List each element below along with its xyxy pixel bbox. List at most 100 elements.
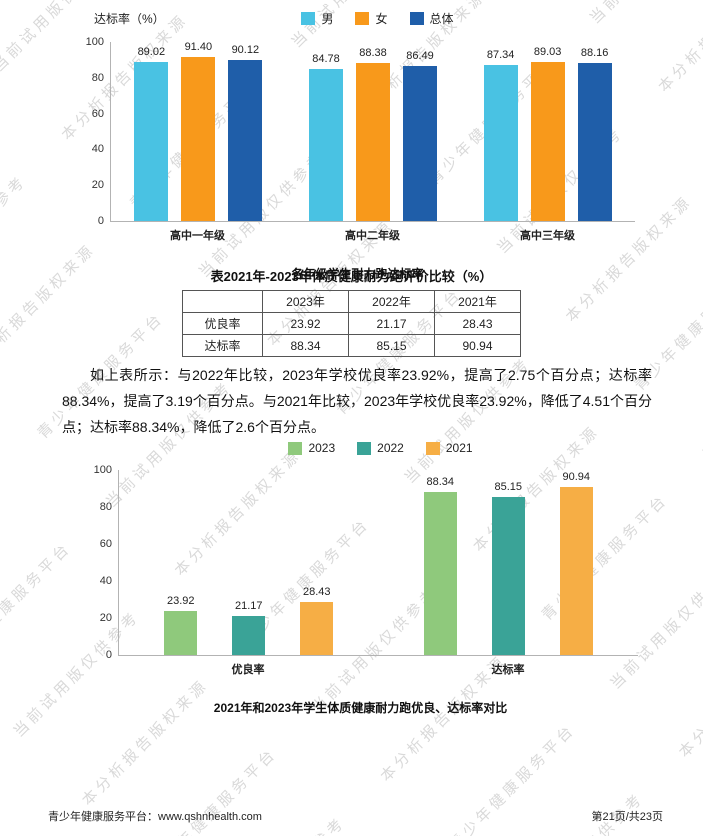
year-comparison-chart: 2023 2022 2021 100 80 60 40 20 — [78, 438, 643, 716]
table-row: 优良率 23.92 21.17 28.43 — [182, 312, 521, 335]
bar-value: 28.43 — [302, 586, 331, 599]
bar-male-grade1: 89.02 — [134, 46, 169, 221]
cell: 90.94 — [434, 334, 521, 357]
category-label: 高中一年级 — [170, 230, 225, 242]
bar-female-grade2: 88.38 — [355, 47, 390, 221]
legend-label: 男 — [321, 11, 334, 26]
header-2021: 2021年 — [434, 290, 521, 313]
bar-2022-pass: 85.15 — [491, 481, 525, 655]
bar-value: 90.94 — [562, 470, 591, 483]
bar-group-pass: 88.34 85.15 90.94 — [423, 470, 593, 655]
category-label: 优良率 — [231, 664, 265, 676]
bar-value: 89.03 — [533, 45, 562, 58]
header-2023: 2023年 — [262, 290, 349, 313]
bar-group-excellent: 23.92 21.17 28.43 — [164, 470, 334, 655]
comparison-table: 2023年 2022年 2021年 优良率 23.92 21.17 28.43 … — [182, 290, 521, 357]
year2021-swatch-icon — [425, 441, 440, 455]
bar-group-grade1: 89.02 91.40 90.12 — [134, 41, 263, 221]
header-2022: 2022年 — [348, 290, 435, 313]
y-tick: 40 — [99, 575, 112, 587]
y-axis-title: 达标率（%） — [94, 12, 165, 26]
legend-label: 2023 — [308, 441, 336, 455]
top-chart-y-axis: 100 80 60 40 20 0 — [70, 36, 104, 227]
bar-value: 91.40 — [184, 41, 213, 54]
legend-label: 2021 — [445, 441, 473, 455]
bar-value: 87.34 — [486, 48, 515, 61]
bar-value: 86.49 — [406, 50, 434, 63]
bar-2023-pass: 88.34 — [423, 476, 457, 655]
legend-label: 2022 — [377, 441, 404, 455]
cell: 88.34 — [262, 334, 349, 357]
y-tick: 0 — [97, 215, 104, 227]
legend-label: 总体 — [429, 11, 454, 26]
cell: 28.43 — [434, 312, 521, 335]
row-label: 达标率 — [182, 334, 263, 357]
bar-male-grade3: 87.34 — [483, 49, 518, 221]
row-label: 优良率 — [182, 312, 263, 335]
bar-value: 88.38 — [359, 46, 387, 59]
top-chart-legend: 男 女 总体 — [110, 8, 645, 28]
y-tick: 80 — [99, 501, 112, 513]
page-footer: 青少年健康服务平台：www.qshnhealth.com 第21页/共23页 — [48, 808, 663, 824]
table-header-row: 2023年 2022年 2021年 — [182, 290, 521, 313]
bottom-chart-plot: 100 80 60 40 20 0 23.92 21.17 28.43 — [94, 464, 638, 661]
cell: 85.15 — [348, 334, 435, 357]
legend-item-overall: 总体 — [409, 10, 454, 27]
bar-female-grade3: 89.03 — [530, 46, 565, 221]
top-chart-header: 达标率（%） 男 女 总体 — [70, 8, 645, 28]
table-row: 达标率 88.34 85.15 90.94 — [182, 334, 521, 357]
bar-male-grade2: 84.78 — [308, 53, 343, 221]
comparison-table-block: 表2021年-2023年体质健康耐力跑评价比较（%） 2023年 2022年 2… — [0, 266, 703, 357]
legend-item-2022: 2022 — [357, 441, 404, 455]
y-tick: 40 — [91, 143, 104, 156]
analysis-paragraph: 如上表所示：与2022年比较，2023年学校优良率23.92%，提高了2.75个… — [62, 367, 652, 435]
top-chart-plot: 100 80 60 40 20 0 89.02 91.40 90.12 — [86, 36, 635, 227]
year2023-swatch-icon — [288, 441, 303, 455]
y-tick: 60 — [91, 107, 104, 120]
bar-value: 23.92 — [166, 594, 195, 607]
bottom-chart-legend: 2023 2022 2021 — [118, 438, 643, 458]
cell: 23.92 — [262, 312, 349, 335]
bar-value: 85.15 — [494, 481, 523, 494]
bar-overall-grade2: 86.49 — [402, 50, 437, 221]
y-tick: 0 — [105, 649, 112, 661]
legend-label: 女 — [375, 11, 388, 26]
category-label: 达标率 — [491, 664, 525, 676]
top-chart-category-labels: 高中一年级 高中二年级 高中三年级 — [110, 227, 635, 243]
bar-group-grade3: 87.34 89.03 88.16 — [483, 42, 612, 221]
year2022-swatch-icon — [357, 441, 372, 455]
y-tick: 80 — [91, 71, 104, 84]
bar-value: 21.17 — [234, 599, 263, 612]
bar-value: 90.12 — [231, 43, 260, 56]
bar-overall-grade3: 88.16 — [577, 47, 612, 221]
bar-group-grade2: 84.78 88.38 86.49 — [308, 42, 437, 221]
bar-2023-excellent: 23.92 — [164, 595, 198, 655]
female-swatch-icon — [355, 11, 370, 25]
footer-platform-url: 青少年健康服务平台：www.qshnhealth.com — [48, 811, 262, 823]
bar-female-grade1: 91.40 — [181, 41, 216, 221]
y-tick: 60 — [99, 538, 112, 550]
bottom-chart-category-labels: 优良率 达标率 — [118, 661, 638, 677]
top-chart-title: 各年级学生耐力跑达标率 — [291, 267, 424, 281]
legend-item-2021: 2021 — [425, 441, 473, 455]
bottom-chart-y-axis: 100 80 60 40 20 0 — [78, 464, 112, 661]
cell: 21.17 — [348, 312, 435, 335]
y-tick: 20 — [99, 612, 112, 624]
bar-2021-excellent: 28.43 — [300, 586, 334, 655]
bar-2021-pass: 90.94 — [559, 471, 593, 655]
y-tick: 20 — [91, 179, 104, 192]
legend-item-male: 男 — [301, 10, 333, 27]
bar-value: 88.34 — [426, 475, 455, 488]
header-empty — [182, 290, 263, 313]
bar-2022-excellent: 21.17 — [232, 600, 266, 655]
legend-item-female: 女 — [355, 10, 388, 27]
grade-endurance-chart: 达标率（%） 男 女 总体 — [70, 8, 645, 282]
bar-value: 84.78 — [312, 53, 340, 66]
footer-page-number: 第21页/共23页 — [591, 811, 663, 823]
y-tick: 100 — [85, 36, 104, 48]
male-swatch-icon — [301, 11, 316, 25]
bar-overall-grade1: 90.12 — [228, 44, 263, 221]
category-label: 高中二年级 — [345, 230, 400, 242]
